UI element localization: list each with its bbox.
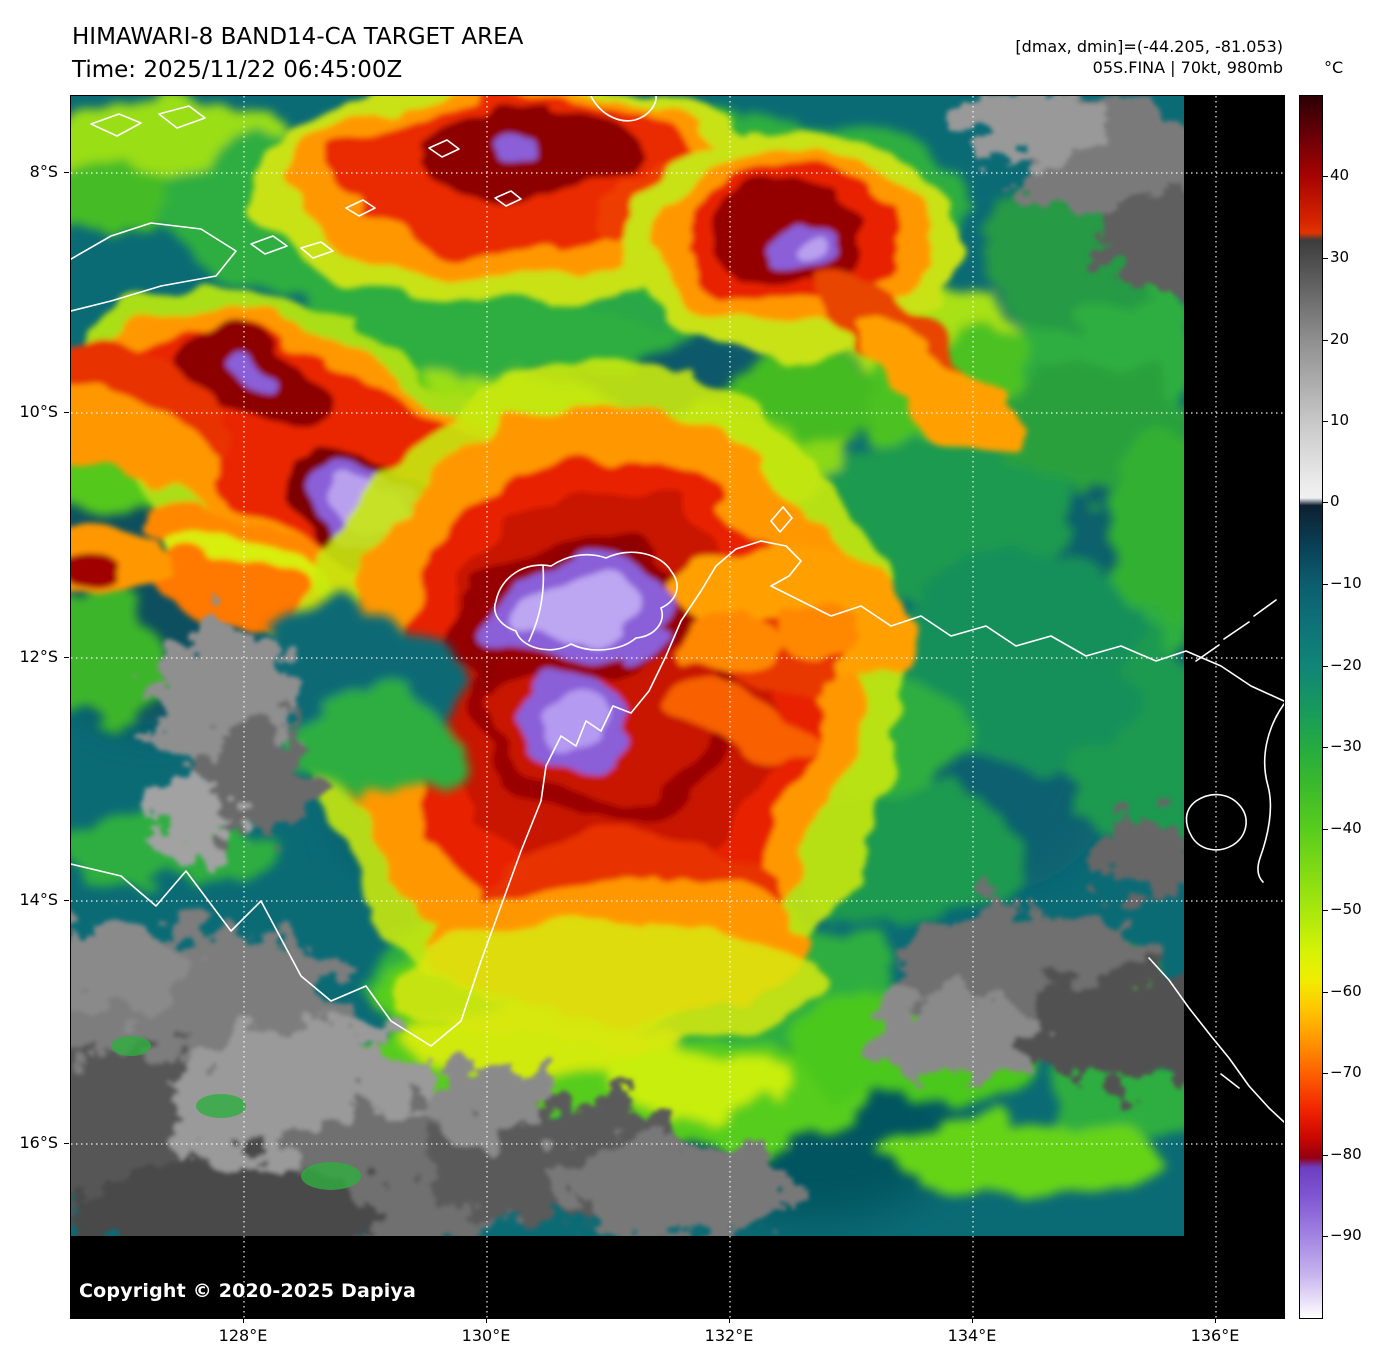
satellite-map: Copyright © 2020-2025 Dapiya [70, 95, 1285, 1319]
colorbar-tick [1323, 176, 1328, 177]
lon-tick-label: 130°E [461, 1326, 511, 1345]
lat-tick [64, 657, 69, 658]
lon-tick-label: 134°E [947, 1326, 997, 1345]
colorbar-tick-label: −50 [1330, 900, 1362, 918]
colorbar-gradient [1300, 96, 1322, 1318]
lat-tick [64, 1143, 69, 1144]
colorbar-tick [1323, 1073, 1328, 1074]
lon-tick [243, 1318, 244, 1323]
colorbar-tick-label: 40 [1330, 166, 1350, 184]
lat-tick-label: 8°S [29, 162, 58, 181]
colorbar-tick-label: 30 [1330, 248, 1350, 266]
lon-tick-label: 132°E [704, 1326, 754, 1345]
colorbar-tick [1323, 910, 1328, 911]
lat-tick [64, 172, 69, 173]
colorbar-tick-label: −40 [1330, 819, 1362, 837]
lat-tick-label: 10°S [19, 402, 58, 421]
colorbar-tick-label: 20 [1330, 330, 1350, 348]
lon-tick-label: 136°E [1190, 1326, 1240, 1345]
lat-tick [64, 412, 69, 413]
colorbar-tick [1323, 1236, 1328, 1237]
colorbar-tick [1323, 421, 1328, 422]
colorbar-tick-label: −10 [1330, 574, 1362, 592]
figure-title: HIMAWARI-8 BAND14-CA TARGET AREA [72, 24, 524, 50]
cloud-field-deep-convection [71, 96, 1020, 1044]
copyright-label: Copyright © 2020-2025 Dapiya [79, 1280, 417, 1302]
satellite-image [71, 96, 1284, 1318]
colorbar-tick [1323, 340, 1328, 341]
colorbar-tick [1323, 258, 1328, 259]
colorbar-tick [1323, 502, 1328, 503]
lon-tick [972, 1318, 973, 1323]
colorbar-tick [1323, 747, 1328, 748]
colorbar-tick [1323, 1155, 1328, 1156]
lon-tick [1215, 1318, 1216, 1323]
colorbar-tick-label: −60 [1330, 982, 1362, 1000]
lat-tick-label: 14°S [19, 890, 58, 909]
colorbar-tick-label: −90 [1330, 1226, 1362, 1244]
lat-tick-label: 16°S [19, 1133, 58, 1152]
colorbar-tick [1323, 992, 1328, 993]
colorbar-tick [1323, 584, 1328, 585]
offscan-right [1184, 96, 1284, 1318]
lon-tick-label: 128°E [218, 1326, 268, 1345]
colorbar-tick-label: 0 [1330, 492, 1340, 510]
colorbar-tick [1323, 666, 1328, 667]
cloud-field-gray [71, 96, 1239, 1269]
header-right-info: [dmax, dmin]=(-44.205, -81.053) 05S.FINA… [883, 36, 1283, 78]
dmax-dmin-label: [dmax, dmin]=(-44.205, -81.053) [1015, 37, 1283, 56]
coastlines [71, 96, 1284, 1123]
graticule [71, 96, 1284, 1318]
colorbar-tick [1323, 829, 1328, 830]
cloud-speckles [111, 1036, 361, 1190]
time-label: Time: 2025/11/22 06:45:00Z [72, 57, 403, 83]
colorbar-tick-label: 10 [1330, 411, 1350, 429]
colorbar-tick-label: −20 [1330, 656, 1362, 674]
offscan-bottom [71, 1236, 1284, 1318]
lon-tick [729, 1318, 730, 1323]
colorbar-tick-label: −30 [1330, 737, 1362, 755]
lon-tick [486, 1318, 487, 1323]
colorbar-tick-label: −70 [1330, 1063, 1362, 1081]
colorbar [1299, 95, 1323, 1319]
colorbar-tick-label: −80 [1330, 1145, 1362, 1163]
lat-tick-label: 12°S [19, 647, 58, 666]
lat-tick [64, 900, 69, 901]
storm-info-label: 05S.FINA | 70kt, 980mb [1092, 58, 1283, 77]
colorbar-unit-label: °C [1324, 58, 1344, 77]
